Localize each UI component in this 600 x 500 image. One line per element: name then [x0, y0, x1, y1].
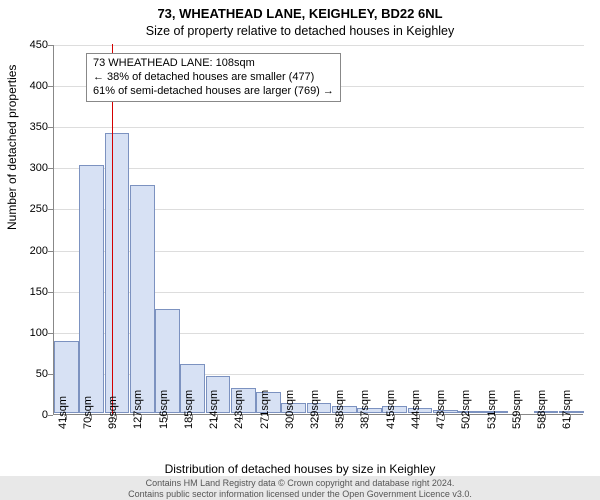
annotation-line: 73 WHEATHEAD LANE: 108sqm	[93, 57, 334, 71]
gridline	[54, 127, 584, 128]
y-tick-mark	[48, 333, 53, 334]
annotation-line: 61% of semi-detached houses are larger (…	[93, 85, 334, 99]
gridline	[54, 45, 584, 46]
y-tick-mark	[48, 374, 53, 375]
y-tick-mark	[48, 251, 53, 252]
y-tick-label: 450	[8, 39, 48, 51]
y-tick-label: 300	[8, 162, 48, 174]
y-tick-mark	[48, 127, 53, 128]
y-tick-label: 0	[8, 409, 48, 421]
histogram-bar	[130, 185, 155, 413]
y-tick-mark	[48, 209, 53, 210]
y-tick-label: 100	[8, 327, 48, 339]
x-axis-label: Distribution of detached houses by size …	[0, 462, 600, 476]
y-tick-mark	[48, 45, 53, 46]
y-tick-mark	[48, 86, 53, 87]
gridline	[54, 168, 584, 169]
y-tick-label: 350	[8, 121, 48, 133]
y-tick-label: 250	[8, 203, 48, 215]
y-tick-label: 150	[8, 286, 48, 298]
chart-container: 73, WHEATHEAD LANE, KEIGHLEY, BD22 6NL S…	[0, 0, 600, 500]
y-tick-mark	[48, 292, 53, 293]
y-tick-mark	[48, 168, 53, 169]
annotation-box: 73 WHEATHEAD LANE: 108sqm ← 38% of detac…	[86, 53, 341, 102]
chart-subtitle: Size of property relative to detached ho…	[0, 24, 600, 38]
y-tick-label: 200	[8, 245, 48, 257]
y-tick-label: 50	[8, 368, 48, 380]
footer: Contains HM Land Registry data © Crown c…	[0, 476, 600, 500]
annotation-line: ← 38% of detached houses are smaller (47…	[93, 71, 334, 85]
histogram-bar	[79, 165, 104, 413]
y-tick-mark	[48, 415, 53, 416]
footer-line: Contains HM Land Registry data © Crown c…	[2, 478, 598, 488]
chart-title: 73, WHEATHEAD LANE, KEIGHLEY, BD22 6NL	[0, 6, 600, 21]
footer-line: Contains public sector information licen…	[2, 489, 598, 499]
histogram-bar	[105, 133, 130, 413]
y-tick-label: 400	[8, 80, 48, 92]
